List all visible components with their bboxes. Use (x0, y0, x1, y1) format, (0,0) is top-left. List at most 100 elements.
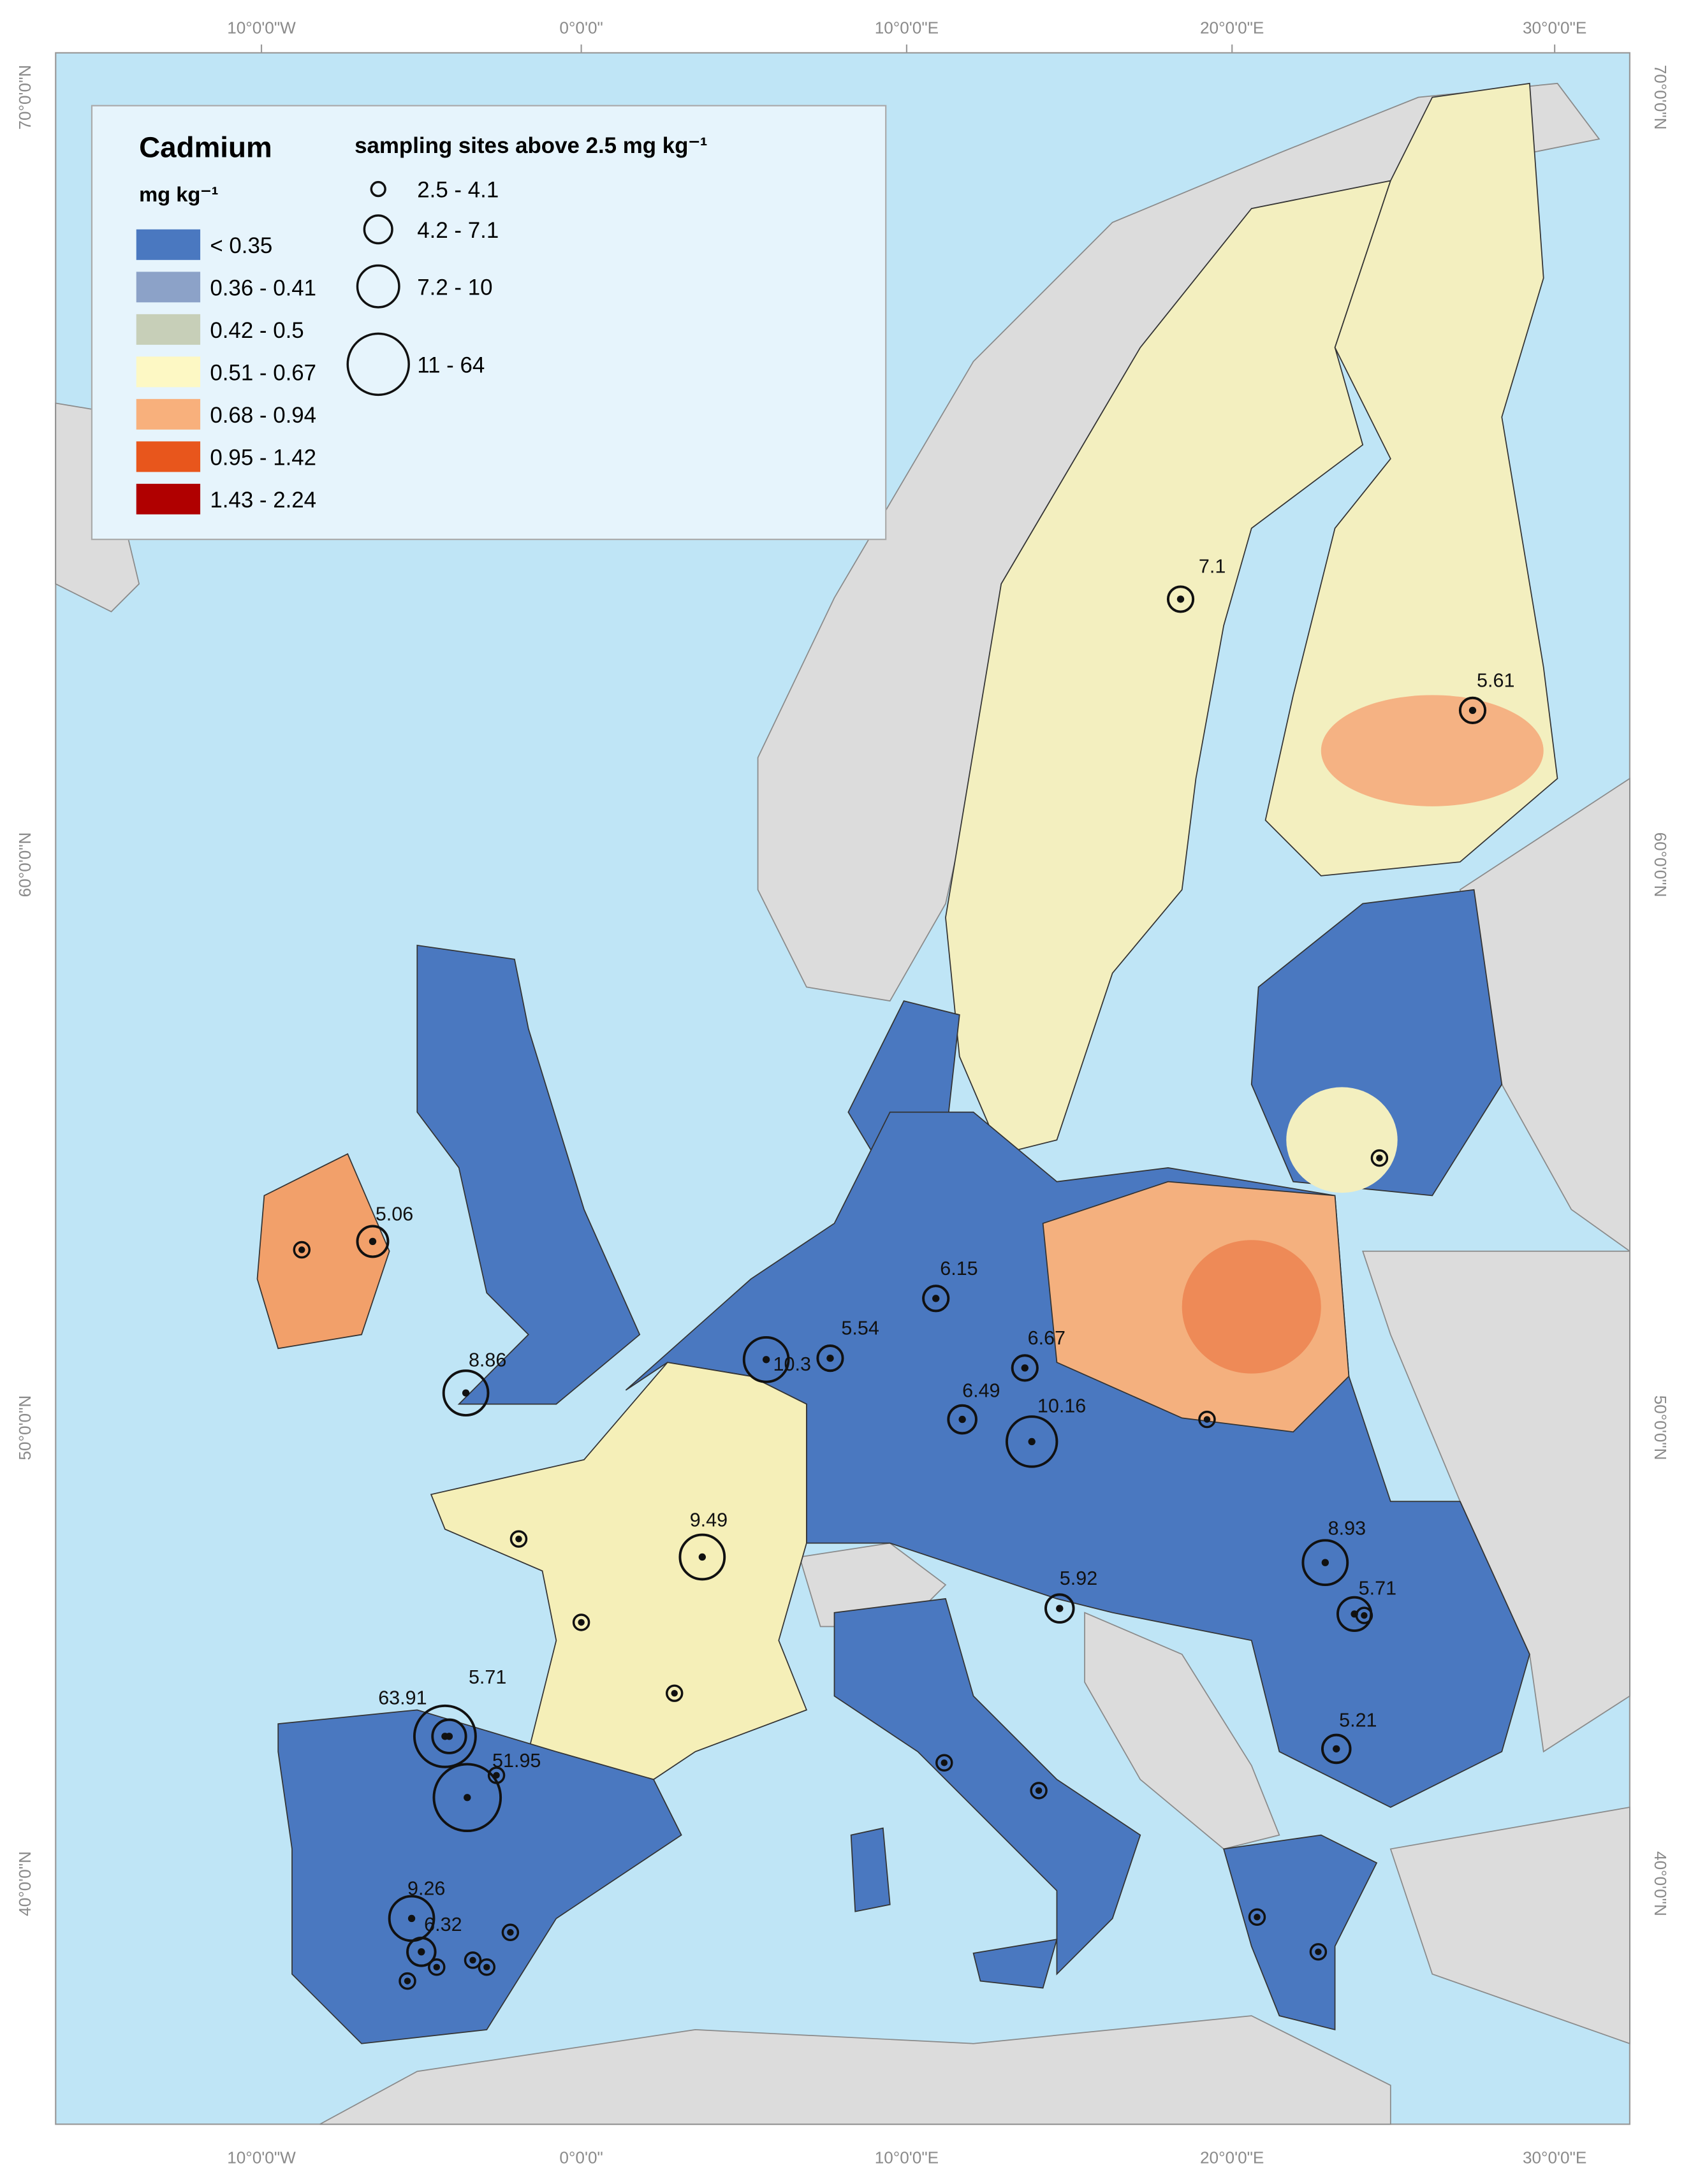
lon-label: 10°0'0"W (227, 2148, 296, 2167)
site-label: 6.15 (940, 1258, 977, 1279)
legend-size-circle (363, 214, 393, 245)
site-dot (407, 1914, 416, 1923)
legend-label: 0.36 - 0.41 (210, 275, 316, 300)
site-ring (356, 1225, 390, 1258)
site-ring (487, 1766, 506, 1784)
site-label: 9.49 (690, 1509, 728, 1531)
legend-swatch (136, 272, 201, 303)
legend: Cadmium mg kg⁻¹ sampling sites above 2.5… (91, 105, 887, 541)
site-dot (932, 1295, 940, 1302)
site-ring (1355, 1606, 1373, 1624)
legend-swatch (136, 314, 201, 345)
site-dot (469, 1956, 476, 1964)
legend-sites-title: sampling sites above 2.5 mg kg⁻¹ (355, 133, 707, 158)
legend-box (91, 105, 887, 541)
site-ring (1044, 1593, 1075, 1624)
lon-label: 30°0'0"E (1523, 2148, 1586, 2167)
site-dot (578, 1619, 585, 1626)
site-label: 8.93 (1328, 1518, 1366, 1540)
site-label: 6.67 (1028, 1327, 1065, 1349)
site-dot (1021, 1364, 1029, 1372)
site-ring (1321, 1733, 1352, 1765)
legend-label: 0.51 - 0.67 (210, 360, 316, 385)
site-dot (483, 1963, 490, 1971)
lon-label: 0°0'0" (559, 18, 603, 37)
site-dot (1254, 1914, 1261, 1921)
legend-swatch (136, 441, 201, 472)
site-dot (433, 1963, 441, 1971)
site-ring (428, 1958, 446, 1976)
lon-label: 10°0'0"W (227, 18, 296, 37)
site-ring (1005, 1415, 1058, 1468)
site-dot (445, 1733, 453, 1740)
site-label: 5.06 (376, 1204, 413, 1225)
lon-label: 10°0'0"E (875, 2148, 939, 2167)
legend-label: 0.68 - 0.94 (210, 403, 316, 428)
site-dot (464, 1794, 471, 1802)
lon-label: 20°0'0"E (1200, 2148, 1264, 2167)
site-ring (572, 1613, 590, 1631)
site-label: 5.92 (1060, 1568, 1097, 1589)
site-ring (1309, 1943, 1328, 1961)
site-ring (1370, 1149, 1389, 1167)
legend-size-label: 4.2 - 7.1 (417, 218, 499, 243)
lat-label: 60°0'0"N (1651, 833, 1670, 898)
site-dot (1333, 1745, 1340, 1753)
site-dot (958, 1415, 966, 1423)
graticule: 10°0'0"W 10°0'0"W 0°0'0" 0°0'0" 10°0'0"E 10°0… (15, 18, 1670, 2167)
site-dot (298, 1246, 305, 1253)
lon-label: 20°0'0"E (1200, 18, 1264, 37)
site-ring (678, 1533, 726, 1581)
site-ring (1301, 1539, 1349, 1587)
site-dot (1028, 1438, 1036, 1446)
site-dot (762, 1356, 770, 1364)
site-ring (1458, 696, 1487, 724)
lon-label: 0°0'0" (559, 2148, 603, 2167)
legend-label: 0.42 - 0.5 (210, 318, 304, 343)
site-dot (1315, 1948, 1322, 1956)
site-dot (369, 1237, 377, 1246)
legend-size-label: 7.2 - 10 (417, 275, 492, 300)
legend-swatch (136, 398, 201, 430)
land (55, 82, 1630, 2125)
site-label: 5.61 (1477, 669, 1514, 691)
lon-label: 10°0'0"E (875, 18, 939, 37)
lat-label: 40°0'0"N (15, 1851, 34, 1916)
site-label: 6.32 (424, 1914, 462, 1935)
site-label: 10.3 (773, 1353, 811, 1375)
legend-size-label: 11 - 64 (417, 353, 485, 377)
site-dot (826, 1354, 834, 1362)
site-label: 63.91 (378, 1687, 427, 1709)
site-ring (431, 1718, 467, 1754)
site-dot (1176, 595, 1185, 603)
site-dot (515, 1535, 522, 1543)
site-ring (399, 1972, 416, 1990)
site-dot (404, 1977, 411, 1984)
site-ring (1030, 1782, 1048, 1800)
legend-label: < 0.35 (210, 233, 272, 258)
site-dot (1321, 1559, 1329, 1566)
legend-size-circle (370, 180, 386, 198)
site-ring (478, 1958, 496, 1976)
site-dot (1376, 1154, 1383, 1161)
legend-unit: mg kg⁻¹ (139, 182, 218, 206)
site-ring (442, 1369, 490, 1416)
sites: 7.1 5.61 5.06 6.15 5.54 8.86 10.3 6.67 6.49 10.16… (293, 555, 1514, 1990)
site-ring (947, 1404, 977, 1435)
legend-size-circle (356, 264, 400, 309)
site-ring (1166, 585, 1195, 613)
lat-label: 40°0'0"N (1651, 1851, 1670, 1916)
site-ring (432, 1763, 502, 1833)
lon-label: 30°0'0"E (1523, 18, 1586, 37)
site-dot (1361, 1612, 1368, 1619)
legend-label: 0.95 - 1.42 (210, 445, 316, 470)
site-label: 5.54 (841, 1318, 879, 1339)
lat-label: 70°0'0"N (15, 65, 34, 130)
site-ring (406, 1937, 437, 1967)
site-label: 9.26 (407, 1877, 445, 1899)
site-ring (665, 1684, 684, 1702)
site-ring (464, 1951, 482, 1969)
lat-label: 50°0'0"N (15, 1395, 34, 1460)
site-label: 6.49 (962, 1380, 1000, 1402)
